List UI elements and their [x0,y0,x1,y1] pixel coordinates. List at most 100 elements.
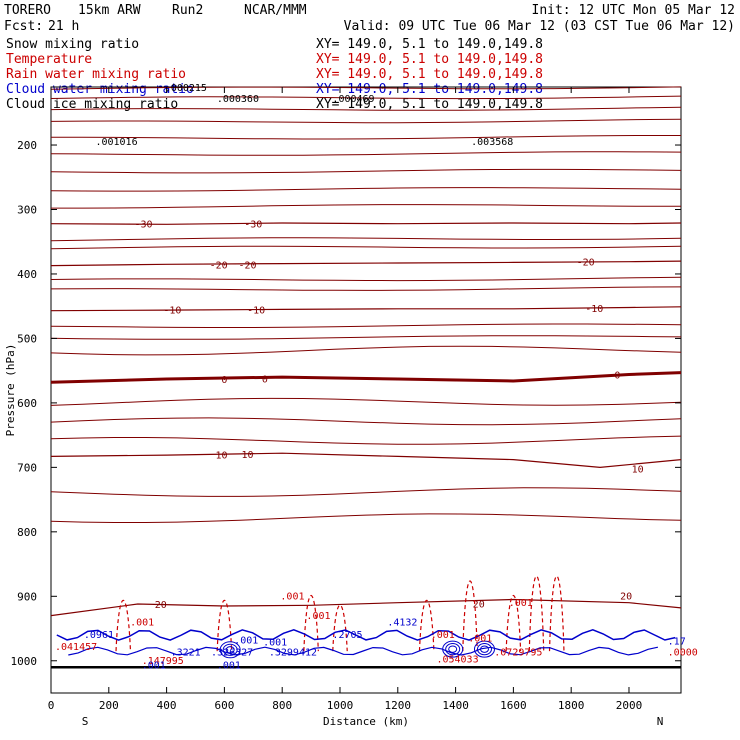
cloud-water-label: .3221 [171,648,201,659]
isotherm-line [50,345,682,356]
isotherm-line [50,168,682,174]
y-tick-label: 500 [17,332,37,345]
isotherm--10 [50,306,682,312]
isotherm-label: 10 [632,465,644,476]
cloud-water-label: .001 [234,635,258,646]
cloud-water-core [448,645,458,653]
cloud-water-label: .001 [217,661,241,672]
isotherm-line [50,397,682,406]
cloud-water-label: .0961 [84,630,114,641]
legend-xy: XY= 149.0, 5.1 to 149.0,149.8 [316,67,543,82]
isotherm-label: 0 [221,375,227,386]
isotherm-label: 20 [473,599,485,610]
isotherm-line [50,487,682,497]
cloud-water-contour [56,629,676,641]
isotherm-line [50,151,682,156]
cloud-water-label: .001 [263,637,287,648]
x-tick-label: 1000 [327,699,354,712]
cloud-water-label: .326327 [211,648,253,659]
isotherm-line [50,276,682,282]
plot-border [50,86,682,694]
isotherm-label: 0 [262,374,268,385]
rain-label: .001 [280,592,304,603]
isotherm-line [50,237,682,242]
model-name: TORERO [4,3,51,18]
rain-contour [505,595,522,652]
snow-maximum-label: .000215 [165,83,207,94]
cloud-water-core [445,643,461,656]
init-time: Init: 12 UTC Mon 05 Mar 12 [532,3,736,18]
snow-maximum-label: .003568 [471,137,513,148]
legend-entry: Temperature [6,52,92,67]
legend: Snow mixing ratio XY= 149.0, 5.1 to 149.0… [6,37,543,112]
isotherm-line [50,323,682,328]
isotherm-line [50,513,682,523]
y-tick-label: 200 [17,139,37,152]
rain-label: .001 [431,630,455,641]
rain-contour [115,600,132,652]
y-tick-label: 1000 [11,655,38,668]
y-tick-label: 900 [17,590,37,603]
isotherm-label: -10 [585,304,603,315]
x-tick-label: 1800 [558,699,585,712]
rain-label: .001 [130,617,154,628]
x-tick-label: 0 [48,699,55,712]
rain-label: .147995 [142,656,184,667]
isotherm-0 [50,371,682,384]
rain-contour [528,575,545,652]
isotherm--30 [50,222,682,225]
cloud-water-label: .3299412 [269,648,317,659]
cloud-water-label: .17 [668,637,686,648]
cloud-water-label: .2705 [332,630,362,641]
isotherm-label: 20 [620,592,632,603]
isotherm-label: 10 [215,450,227,461]
rain-label: .041457 [55,642,97,653]
cloud-water-core [219,641,241,659]
isotherm-line [50,417,682,426]
precipitation-contours: .001.001.001.001.001.001.041457.147995.0… [55,83,698,672]
y-tick-label: 600 [17,397,37,410]
y-tick-label: 300 [17,203,37,216]
isotherm-label: -20 [238,260,256,271]
isotherm-10 [50,452,682,469]
isotherm-label: 0 [614,371,620,382]
rain-label: .001 [468,633,492,644]
isotherm-line [50,335,682,340]
rain-contour [548,575,565,652]
model-resolution: 15km ARW [78,3,141,18]
y-tick-label: 700 [17,461,37,474]
isotherm-line [51,204,681,209]
isotherm-line [50,95,682,100]
isotherm-line [50,286,682,291]
legend-xy: XY= 149.0, 5.1 to 149.0,149.8 [316,97,543,112]
legend-entry: Snow mixing ratio [6,37,139,52]
x-tick-label: 1400 [442,699,469,712]
snow-maximum-label: .001016 [95,137,137,148]
isotherm-line [50,245,682,250]
axis-ticks: 0 200 400 600 800 1000 1200 1400 1600 1800 2000200… [11,87,681,712]
rain-label: .0729795 [494,648,542,659]
legend-entry: Cloud ice mixing ratio [6,97,178,112]
model-org: NCAR/MMM [244,3,307,18]
isotherm-label: 10 [241,450,253,461]
isotherm-label: -20 [210,260,228,271]
x-tick-label: 1600 [500,699,527,712]
cloud-water-core [222,643,238,656]
snow-maximum-label: .000469 [332,94,374,105]
x-tick-label: 400 [157,699,177,712]
cloud-water-label: .4132 [387,617,417,628]
north-label: N [657,715,664,728]
cloud-water-core [476,643,492,656]
cloud-water-core [479,645,489,653]
isotherm-line [50,435,682,445]
legend-xy: XY= 149.0, 5.1 to 149.0,149.8 [316,37,543,52]
rain-contour [303,595,319,652]
x-tick-label: 200 [99,699,119,712]
legend-xy: XY= 149.0, 5.1 to 149.0,149.8 [316,82,543,97]
rain-label: .0000 [668,648,698,659]
rain-contour [216,600,233,652]
isotherm-label: -10 [163,305,181,316]
valid-time: Valid: 09 UTC Tue 06 Mar 12 (03 CST Tue … [344,19,735,34]
x-tick-label: 800 [272,699,292,712]
cloud-water-label: .001 [142,661,166,672]
